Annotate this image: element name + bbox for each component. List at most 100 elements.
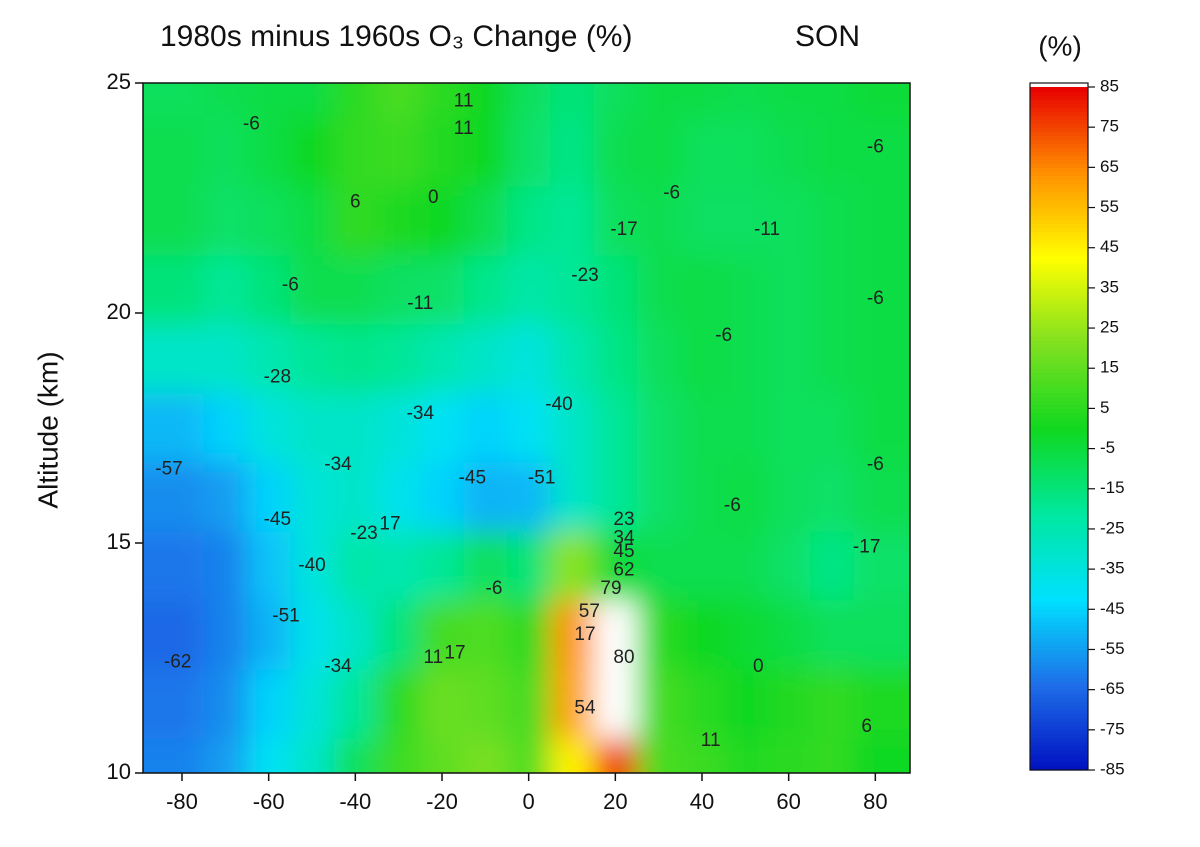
cell [333,324,378,394]
cell [723,738,768,773]
colorbar-step [1030,484,1088,490]
cell [463,393,508,463]
colorbar-step [1030,440,1088,446]
colorbar-step [1030,500,1088,506]
colorbar-step [1030,163,1088,168]
colorbar-step [1030,316,1088,321]
colorbar-step [1030,119,1088,124]
colorbar-step [1030,87,1088,92]
colorbar-step [1030,299,1088,305]
cell [507,117,551,187]
cell [463,324,508,394]
contour-label: 62 [613,560,634,581]
contour-label: 11 [423,647,443,668]
colorbar-step [1030,577,1088,582]
chart-title: 1980s minus 1960s O₃ Change (%) SON [160,20,860,53]
colorbar-step [1030,311,1088,317]
colorbar-step [1030,127,1088,132]
cell [550,531,595,601]
colorbar-tick-label: 35 [1100,277,1119,296]
colorbar-step [1030,295,1088,301]
cell [290,531,335,601]
cell [593,117,638,187]
colorbar-step [1030,143,1088,148]
colorbar-step [1030,111,1088,116]
cell [507,393,551,463]
cell [767,669,811,739]
field [143,83,910,773]
cell [203,117,248,187]
cell [810,738,855,773]
cell [593,255,638,325]
colorbar-step [1030,279,1088,285]
contour-label: 6 [350,192,361,213]
colorbar-step [1030,320,1088,325]
colorbar-step [1030,697,1088,703]
cell [290,324,335,394]
colorbar-step [1030,540,1088,546]
colorbar-step [1030,565,1088,570]
cell [247,738,291,773]
colorbar-tick-label: -5 [1100,438,1115,457]
colorbar-step [1030,384,1088,389]
cell [637,255,681,325]
cell [463,186,508,256]
contour-label: -34 [324,656,352,677]
colorbar-tick-label: 5 [1100,398,1109,417]
colorbar-step [1030,115,1088,120]
contour-label: 80 [613,647,634,668]
cell [290,600,335,670]
cell [333,600,378,670]
colorbar-step [1030,653,1088,659]
contour-label: -11 [407,293,433,314]
cell [247,462,291,532]
cell [463,83,508,118]
contour-label: 11 [701,730,721,751]
colorbar-step [1030,597,1088,602]
cells [143,83,910,773]
contour-label: -62 [164,652,191,673]
cell [463,600,508,670]
colorbar-step [1030,512,1088,518]
y-tick-label: 15 [107,529,131,554]
colorbar-step [1030,605,1088,610]
cell [143,83,205,118]
cell [333,531,378,601]
cell [420,117,465,187]
cell [723,186,768,256]
cell [550,117,595,187]
contour-label: 54 [574,698,596,719]
cell [637,117,681,187]
colorbar-step [1030,569,1088,574]
colorbar-step [1030,123,1088,128]
cell [853,186,910,256]
colorbar-step [1030,625,1088,630]
colorbar-step [1030,416,1088,422]
cell [810,393,855,463]
cell [853,393,910,463]
contour-label: 17 [574,624,595,645]
colorbar-step [1030,179,1088,185]
colorbar-step [1030,685,1088,691]
colorbar-step [1030,412,1088,418]
cell [143,669,205,739]
cell [507,600,551,670]
colorbar-step [1030,492,1088,498]
cell [420,186,465,256]
cell [593,393,638,463]
cell [290,186,335,256]
colorbar-step [1030,147,1088,152]
colorbar-step [1030,364,1088,369]
colorbar-step [1030,324,1088,329]
colorbar-step [1030,239,1088,245]
cell [290,117,335,187]
cell [333,255,378,325]
colorbar-step [1030,255,1088,261]
cell [853,117,910,187]
x-tick-label: 20 [603,789,627,814]
colorbar-step [1030,725,1088,731]
colorbar-tick-label: 65 [1100,157,1119,176]
colorbar-step [1030,396,1088,401]
colorbar-step [1030,629,1088,634]
